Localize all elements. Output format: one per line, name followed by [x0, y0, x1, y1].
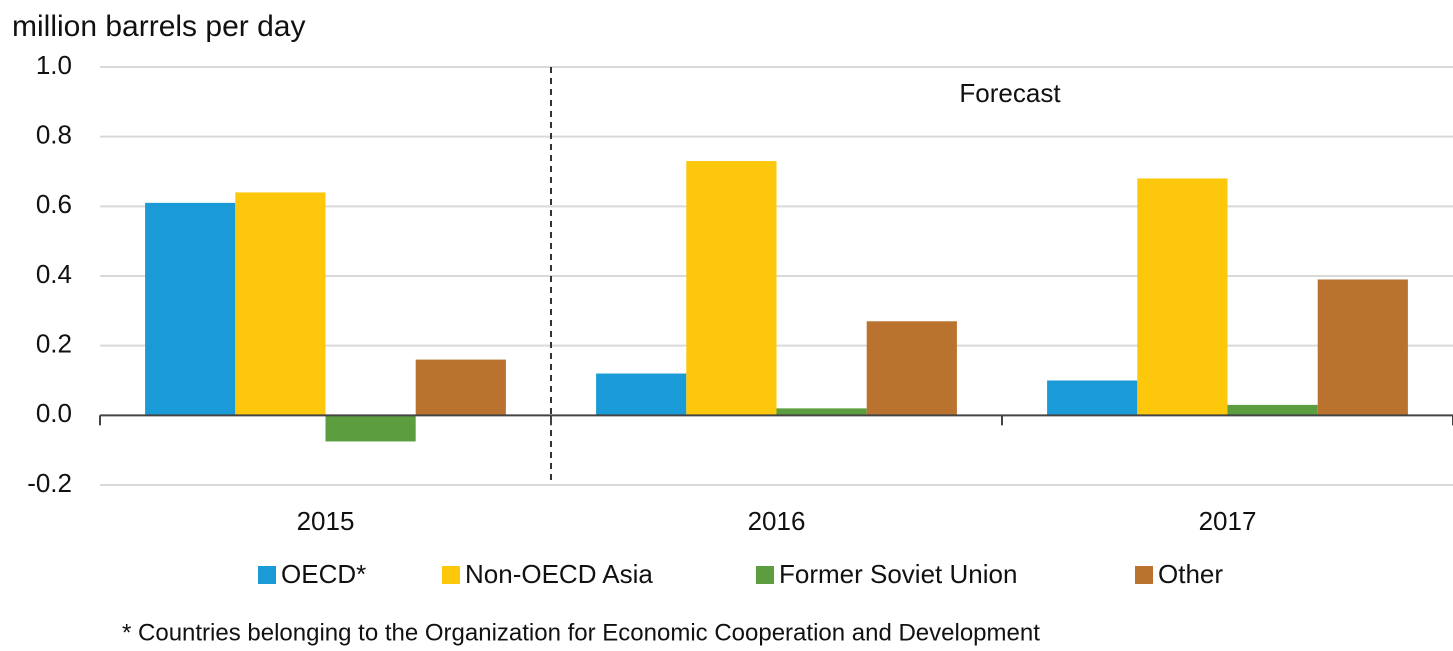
bar [776, 408, 867, 416]
bar [145, 202, 236, 416]
legend-label: Former Soviet Union [779, 559, 1017, 589]
y-tick-label: 0.6 [36, 189, 72, 219]
bar [325, 415, 416, 442]
bar [235, 192, 326, 416]
legend-label: Non-OECD Asia [465, 559, 653, 589]
y-tick-label: 0.4 [36, 259, 72, 289]
legend-swatch [442, 566, 460, 584]
legend-swatch [258, 566, 276, 584]
bar [596, 373, 687, 416]
annotation: Forecast [959, 78, 1061, 108]
y-tick-label: 0.2 [36, 329, 72, 359]
bar [1227, 404, 1318, 416]
y-axis-label: million barrels per day [12, 10, 305, 43]
bar [1317, 279, 1408, 416]
y-tick-label: 0.0 [36, 398, 72, 428]
x-tick-label: 2016 [748, 506, 806, 536]
bar [686, 161, 777, 416]
legend-label: Other [1158, 559, 1223, 589]
y-tick-label: 0.8 [36, 120, 72, 150]
legend-swatch [1135, 566, 1153, 584]
bar [866, 321, 957, 416]
x-tick-label: 2017 [1199, 506, 1257, 536]
bar [415, 359, 506, 416]
bar [1047, 380, 1138, 416]
bar [1137, 178, 1228, 416]
footnote: * Countries belonging to the Organizatio… [122, 619, 1040, 646]
legend-label: OECD* [281, 559, 366, 589]
y-tick-label: -0.2 [27, 468, 72, 498]
legend-swatch [756, 566, 774, 584]
x-tick-label: 2015 [297, 506, 355, 536]
y-tick-label: 1.0 [36, 50, 72, 80]
